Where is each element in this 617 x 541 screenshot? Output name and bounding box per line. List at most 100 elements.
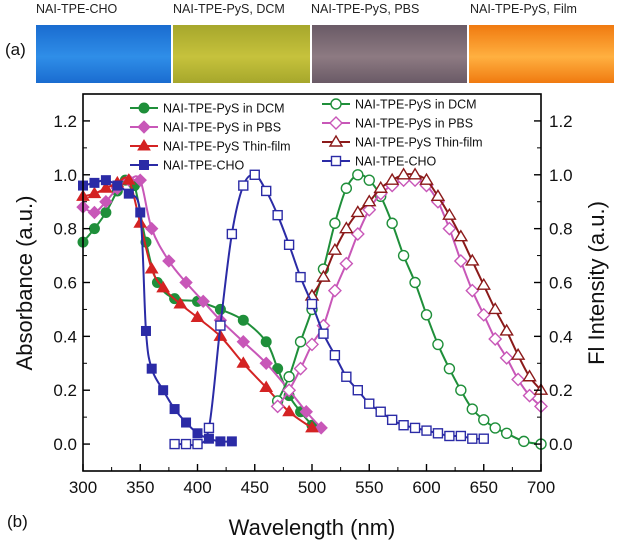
series-point — [88, 223, 100, 235]
series-point — [432, 338, 444, 351]
axes-layer: 300 350 400 450 500 550 600 650 700 0.0 0.0 0.2 0.2 0… — [53, 93, 573, 497]
series-point — [443, 362, 456, 375]
photo-label-4: NAI-TPE-PyS, Film — [470, 2, 577, 16]
series-point — [305, 337, 319, 352]
series-point — [121, 173, 136, 185]
legend-entry-label: NAI-TPE-PyS Thin-film — [355, 136, 483, 150]
series-point — [272, 209, 283, 221]
x-tick-label: 700 — [527, 478, 555, 497]
x-tick-label: 450 — [241, 478, 269, 497]
legend-emission: NAI-TPE-PyS in DCM NAI-TPE-PyS in PBS NAI-… — [322, 98, 483, 169]
series-point — [510, 347, 526, 360]
y-tick-label: 0.8 — [53, 220, 77, 239]
series-point — [407, 167, 423, 180]
y-tick-label: 1.0 — [53, 166, 77, 185]
series-point — [237, 314, 249, 326]
series-point — [226, 436, 237, 447]
series-point — [236, 356, 251, 368]
series-point — [465, 253, 480, 266]
photo-pys-dcm — [173, 25, 310, 83]
series-point — [467, 433, 478, 444]
series-point — [511, 372, 526, 387]
series-point — [293, 361, 308, 376]
series-point — [442, 207, 457, 220]
x-tick-label: 300 — [69, 478, 97, 497]
series-point — [294, 336, 307, 348]
series-point — [478, 433, 489, 444]
x-axis-label: Wavelength (nm) — [229, 515, 396, 540]
series-point — [339, 221, 354, 234]
series-point — [396, 167, 411, 180]
y-axis-label: Absorbance (a.u.) — [12, 196, 37, 371]
series-point — [192, 438, 203, 450]
series-point — [420, 309, 433, 321]
series-point — [518, 435, 530, 448]
y-tick-label: 1.2 — [53, 112, 77, 131]
y2-tick-label: 0.2 — [549, 381, 573, 400]
y-tick-label: 0.0 — [53, 435, 77, 454]
series-point — [249, 169, 260, 180]
legend-marker — [328, 134, 344, 147]
series-point — [409, 422, 421, 434]
series-point — [327, 283, 342, 298]
series-point — [500, 427, 513, 439]
legend-marker — [137, 139, 151, 151]
series-point — [162, 254, 176, 268]
series-emission-7 — [169, 169, 489, 450]
series-point — [453, 253, 468, 268]
series-point — [215, 320, 226, 331]
panel-label-b: (b) — [7, 512, 28, 531]
series-point — [99, 195, 113, 209]
series-point — [487, 302, 503, 315]
series-point — [112, 180, 123, 191]
x-tick-label: 350 — [126, 478, 154, 497]
x-tick-label: 650 — [470, 478, 498, 497]
series-point — [478, 414, 490, 426]
series-point — [261, 185, 272, 197]
series-point — [398, 420, 409, 431]
series-point — [190, 310, 205, 323]
legend-marker — [330, 155, 342, 167]
series-absorption-2 — [76, 173, 319, 433]
series-point — [409, 276, 421, 289]
series-layer — [76, 167, 549, 450]
series-point — [362, 194, 377, 207]
y2-tick-label: 0.0 — [549, 435, 573, 454]
series-point — [522, 388, 537, 403]
series-point — [203, 422, 215, 434]
series-point — [87, 186, 102, 199]
series-point — [329, 217, 341, 229]
series-point — [419, 172, 434, 185]
panel-label-a: (a) — [5, 40, 26, 59]
x-tick-label: 550 — [355, 478, 383, 497]
series-point — [352, 385, 363, 396]
series-point — [430, 188, 446, 202]
legend-absorption: NAI-TPE-PyS in DCM NAI-TPE-PyS in PBS NAI-… — [130, 102, 291, 173]
series-point — [329, 350, 341, 361]
series-point — [489, 422, 501, 434]
series-point — [89, 177, 100, 188]
series-point — [363, 174, 375, 186]
series-point — [144, 262, 159, 274]
series-point — [259, 356, 273, 370]
series-point — [375, 406, 386, 417]
series-point — [397, 249, 410, 262]
legend-layer: NAI-TPE-PyS in DCM NAI-TPE-PyS in PBS NAI-… — [130, 98, 483, 173]
series-point — [421, 425, 432, 436]
y2-tick-label: 0.4 — [549, 327, 573, 346]
photo-strip — [36, 25, 614, 83]
series-point — [158, 385, 169, 396]
series-point — [282, 383, 297, 398]
series-point — [238, 180, 249, 191]
series-point — [306, 298, 318, 310]
y-tick-label: 0.4 — [53, 327, 77, 346]
series-point — [87, 205, 102, 220]
series-point — [386, 217, 398, 229]
series-point — [453, 229, 469, 242]
series-point — [133, 173, 147, 187]
series-point — [476, 277, 491, 290]
series-point — [179, 275, 193, 290]
series-point — [100, 175, 111, 186]
